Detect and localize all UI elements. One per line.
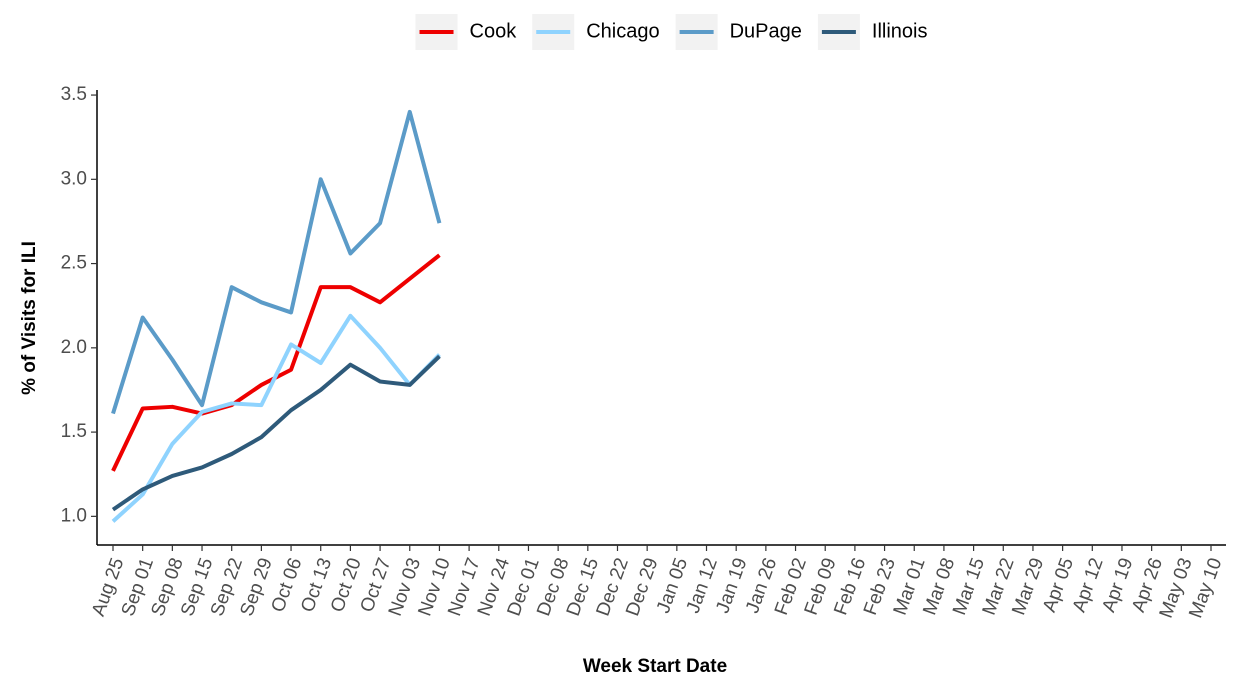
series-line [111, 313, 441, 523]
legend-label: Chicago [586, 20, 659, 42]
legend: Cook Chicago DuPage Illinois [415, 14, 928, 50]
legend-label: Illinois [872, 20, 928, 42]
series-line [111, 109, 442, 415]
legend-label: DuPage [730, 20, 802, 42]
y-tick-label: 1.0 [61, 505, 87, 526]
y-tick-label: 3.5 [61, 84, 87, 105]
y-tick-label: 2.5 [61, 253, 87, 274]
legend-label: Cook [470, 20, 518, 42]
x-axis-title: Week Start Date [583, 656, 727, 677]
y-axis-title: % of Visits for ILI [19, 241, 40, 395]
series-line [111, 354, 441, 512]
y-tick-label: 1.5 [61, 421, 87, 442]
y-tick-label: 3.0 [61, 168, 87, 189]
y-tick-label: 2.0 [61, 337, 87, 358]
